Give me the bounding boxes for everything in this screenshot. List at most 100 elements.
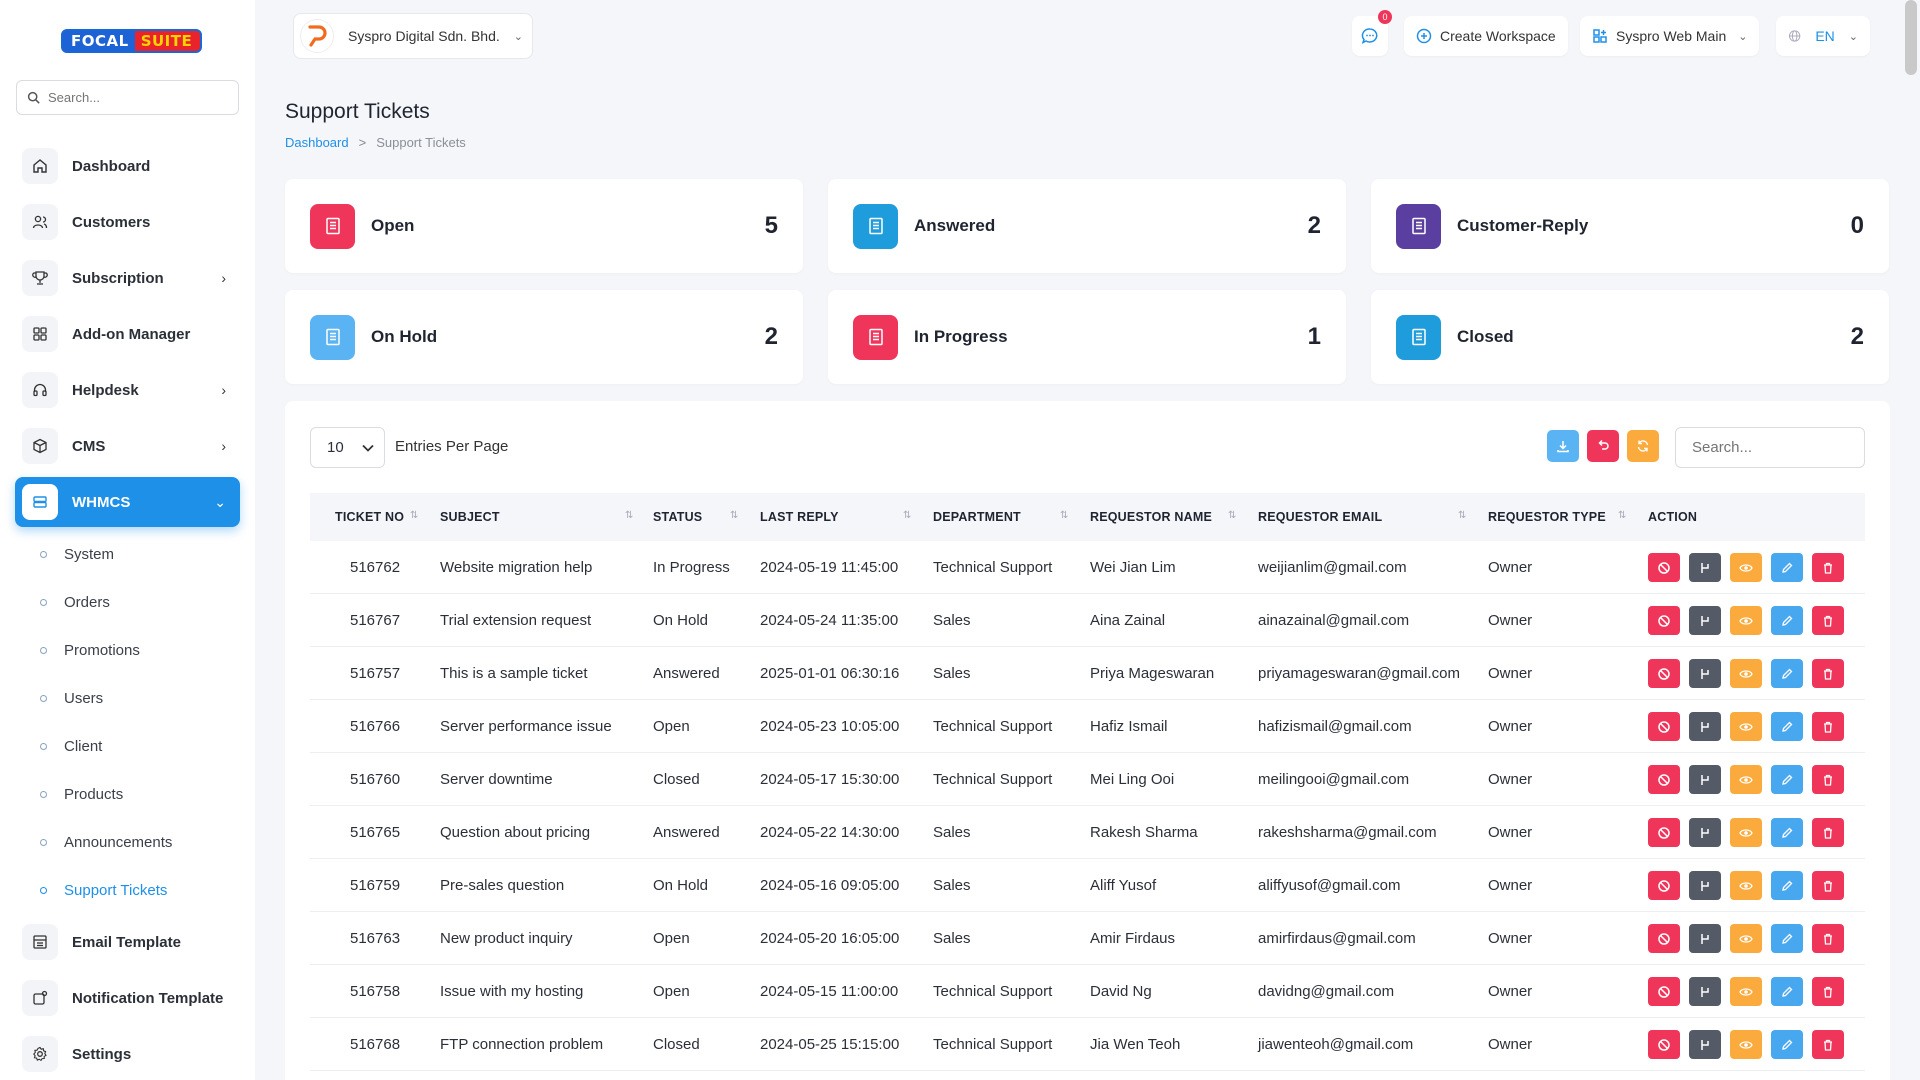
sidebar-item-email-template[interactable]: Email Template [15,918,240,966]
sidebar-subitem-support-tickets[interactable]: Support Tickets [40,878,167,902]
sidebar-subitem-orders[interactable]: Orders [40,590,110,614]
edit-button[interactable] [1771,553,1803,582]
view-button[interactable] [1730,1030,1762,1059]
sidebar-subitem-system[interactable]: System [40,542,114,566]
block-button[interactable] [1648,977,1680,1006]
sidebar-subitem-promotions[interactable]: Promotions [40,638,140,662]
sort-icon[interactable]: ⇅ [1060,510,1069,521]
assign-button[interactable] [1689,765,1721,794]
entries-per-page-select[interactable]: 10 [310,427,385,468]
view-button[interactable] [1730,606,1762,635]
sidebar-subitem-products[interactable]: Products [40,782,123,806]
edit-button[interactable] [1771,765,1803,794]
assign-button[interactable] [1689,553,1721,582]
page-scrollbar[interactable] [1905,0,1917,75]
table-row[interactable]: 516760 Server downtime Closed 2024-05-17 15… [310,753,1865,806]
sidebar-item-whmcs[interactable]: WHMCS ⌄ [15,477,240,527]
edit-button[interactable] [1771,659,1803,688]
refresh-button[interactable] [1627,430,1659,462]
table-row[interactable]: 516767 Trial extension request On Hold 2024… [310,594,1865,647]
edit-button[interactable] [1771,606,1803,635]
block-button[interactable] [1648,1030,1680,1059]
block-button[interactable] [1648,765,1680,794]
column-header-requestor-type[interactable]: REQUESTOR TYPE [1488,510,1606,524]
brand-logo[interactable]: FOCAL SUITE [61,29,203,53]
view-button[interactable] [1730,765,1762,794]
language-selector[interactable]: EN ⌄ [1776,16,1870,56]
block-button[interactable] [1648,818,1680,847]
edit-button[interactable] [1771,1030,1803,1059]
delete-button[interactable] [1812,818,1844,847]
column-header-last-reply[interactable]: LAST REPLY [760,510,839,524]
sort-icon[interactable]: ⇅ [410,510,419,521]
block-button[interactable] [1648,553,1680,582]
sidebar-item-cms[interactable]: CMS › [15,422,240,470]
sort-icon[interactable]: ⇅ [625,510,634,521]
edit-button[interactable] [1771,871,1803,900]
stat-card-in-progress[interactable]: In Progress 1 [828,290,1346,384]
assign-button[interactable] [1689,977,1721,1006]
edit-button[interactable] [1771,977,1803,1006]
stat-card-on-hold[interactable]: On Hold 2 [285,290,803,384]
breadcrumb-home[interactable]: Dashboard [285,135,349,150]
sidebar-item-customers[interactable]: Customers [15,198,240,246]
delete-button[interactable] [1812,553,1844,582]
view-button[interactable] [1730,924,1762,953]
table-row[interactable]: 516766 Server performance issue Open 2024-0… [310,700,1865,753]
assign-button[interactable] [1689,871,1721,900]
assign-button[interactable] [1689,924,1721,953]
block-button[interactable] [1648,712,1680,741]
column-header-ticket-no[interactable]: TICKET NO [335,510,405,524]
assign-button[interactable] [1689,712,1721,741]
delete-button[interactable] [1812,606,1844,635]
sort-icon[interactable]: ⇅ [730,510,739,521]
sidebar-item-addon-manager[interactable]: Add-on Manager [15,310,240,358]
edit-button[interactable] [1771,818,1803,847]
reset-button[interactable] [1587,430,1619,462]
column-header-department[interactable]: DEPARTMENT [933,510,1021,524]
workspace-selector[interactable]: Syspro Web Main ⌄ [1580,16,1760,56]
assign-button[interactable] [1689,818,1721,847]
sort-icon[interactable]: ⇅ [903,510,912,521]
view-button[interactable] [1730,712,1762,741]
column-header-requestor-name[interactable]: REQUESTOR NAME [1090,510,1213,524]
delete-button[interactable] [1812,659,1844,688]
chat-notification-button[interactable]: 0 [1352,10,1392,56]
edit-button[interactable] [1771,924,1803,953]
sidebar-subitem-client[interactable]: Client [40,734,102,758]
edit-button[interactable] [1771,712,1803,741]
sidebar-subitem-announcements[interactable]: Announcements [40,830,172,854]
delete-button[interactable] [1812,765,1844,794]
assign-button[interactable] [1689,606,1721,635]
view-button[interactable] [1730,871,1762,900]
create-workspace-button[interactable]: Create Workspace [1404,16,1568,56]
sidebar-item-dashboard[interactable]: Dashboard [15,142,240,190]
sidebar-item-helpdesk[interactable]: Helpdesk › [15,366,240,414]
table-row[interactable]: 516758 Issue with my hosting Open 2024-05-1… [310,965,1865,1018]
assign-button[interactable] [1689,1030,1721,1059]
table-row[interactable]: 516768 FTP connection problem Closed 2024-0… [310,1018,1865,1071]
assign-button[interactable] [1689,659,1721,688]
sort-icon[interactable]: ⇅ [1458,510,1467,521]
sidebar-subitem-users[interactable]: Users [40,686,103,710]
sort-icon[interactable]: ⇅ [1618,510,1627,521]
block-button[interactable] [1648,606,1680,635]
sidebar-item-settings[interactable]: Settings [15,1030,240,1078]
table-row[interactable]: 516757 This is a sample ticket Answered 202… [310,647,1865,700]
column-header-subject[interactable]: SUBJECT [440,510,500,524]
block-button[interactable] [1648,871,1680,900]
sort-icon[interactable]: ⇅ [1228,510,1237,521]
company-selector[interactable]: Syspro Digital Sdn. Bhd. ⌄ [293,13,533,59]
sidebar-item-notification-template[interactable]: Notification Template [15,974,240,1022]
block-button[interactable] [1648,659,1680,688]
stat-card-closed[interactable]: Closed 2 [1371,290,1889,384]
table-row[interactable]: 516762 Website migration help In Progress 2… [310,541,1865,594]
sidebar-search-input[interactable] [48,90,218,105]
column-header-status[interactable]: STATUS [653,510,703,524]
sidebar-search[interactable] [16,80,239,115]
delete-button[interactable] [1812,712,1844,741]
sidebar-item-subscription[interactable]: Subscription › [15,254,240,302]
export-button[interactable] [1547,430,1579,462]
delete-button[interactable] [1812,1030,1844,1059]
stat-card-open[interactable]: Open 5 [285,179,803,273]
